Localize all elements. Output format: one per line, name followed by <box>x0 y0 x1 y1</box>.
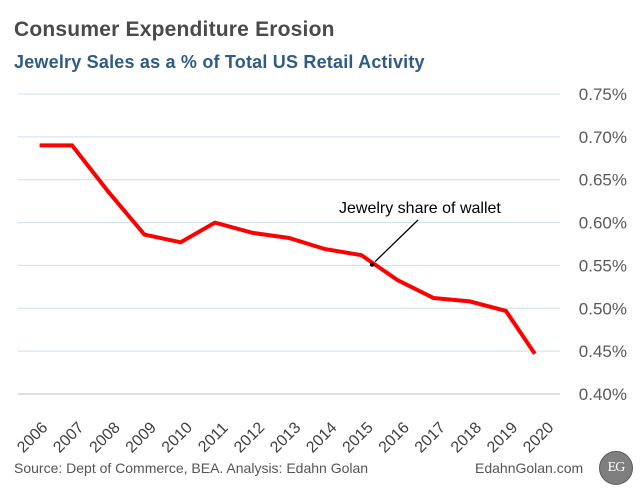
chart-title: Consumer Expenditure Erosion <box>14 18 335 41</box>
x-tick-label: 2011 <box>195 420 231 456</box>
x-tick-label: 2020 <box>520 419 557 456</box>
annotation-dot <box>369 262 375 267</box>
x-tick-label: 2017 <box>412 419 449 456</box>
annotation-label: Jewelry share of wallet <box>339 200 501 217</box>
y-tick-label: 0.50% <box>579 299 627 318</box>
x-tick-label: 2015 <box>340 419 377 456</box>
source-note: Source: Dept of Commerce, BEA. Analysis:… <box>14 460 369 476</box>
y-tick-label: 0.75% <box>579 85 627 104</box>
x-tick-label: 2008 <box>87 419 124 456</box>
chart-subtitle: Jewelry Sales as a % of Total US Retail … <box>14 52 425 72</box>
eg-logo: EG <box>599 451 633 485</box>
site-link[interactable]: EdahnGolan.com <box>475 460 584 476</box>
y-tick-label: 0.40% <box>579 385 627 404</box>
x-tick-label: 2012 <box>231 419 268 456</box>
y-tick-label: 0.45% <box>579 342 627 361</box>
series-line <box>39 143 537 355</box>
x-tick-label: 2007 <box>50 419 87 456</box>
x-tick-label: 2006 <box>14 419 51 456</box>
x-tick-label: 2018 <box>448 419 485 456</box>
y-tick-label: 0.70% <box>579 128 627 147</box>
x-tick-label: 2009 <box>123 419 160 456</box>
x-tick-label: 2013 <box>267 419 304 456</box>
y-tick-label: 0.65% <box>579 171 627 190</box>
x-tick-label: 2014 <box>303 419 340 456</box>
x-tick-label: 2019 <box>484 419 521 456</box>
x-tick-label: 2010 <box>159 419 196 456</box>
x-tick-label: 2016 <box>376 419 413 456</box>
y-tick-label: 0.55% <box>579 256 627 275</box>
annotation-leader <box>374 219 419 263</box>
y-tick-label: 0.60% <box>579 214 627 233</box>
